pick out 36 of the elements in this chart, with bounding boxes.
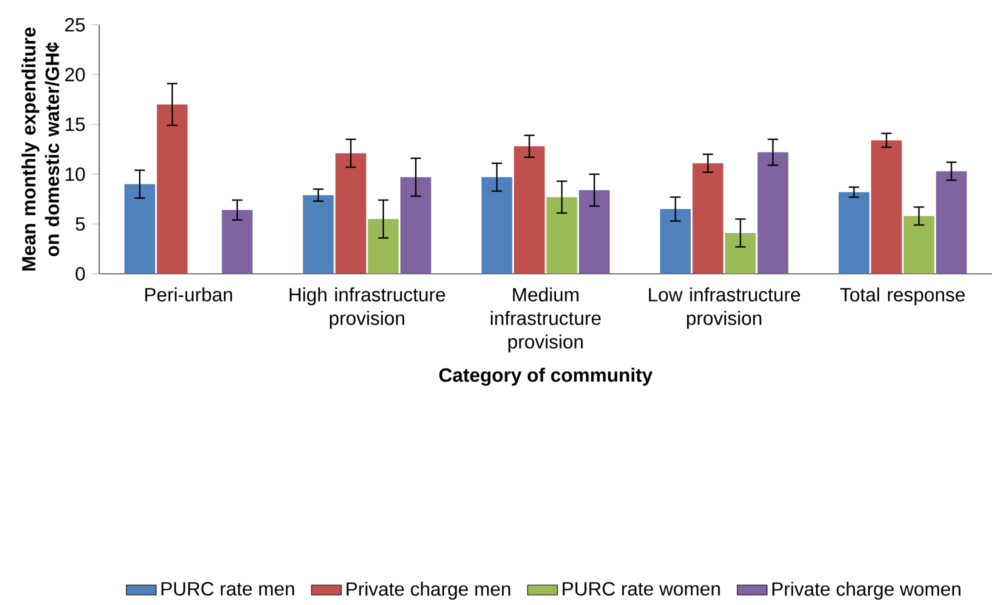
bar	[871, 140, 902, 274]
bar	[936, 171, 967, 274]
bar	[904, 216, 934, 274]
legend-label: PURC rate men	[162, 582, 294, 596]
bar	[758, 152, 788, 274]
y-tick-label: 10	[66, 167, 85, 181]
bar	[481, 177, 512, 274]
bar	[302, 195, 334, 274]
x-tick-label: Peri-urban	[145, 287, 232, 302]
x-tick-label: Total response	[840, 287, 965, 306]
bar	[692, 163, 724, 274]
bar	[514, 146, 545, 274]
bar	[222, 210, 253, 274]
bar	[124, 184, 156, 274]
bar	[400, 177, 432, 274]
bar	[578, 190, 610, 274]
bar	[838, 192, 870, 274]
x-tick-label: Medium infrastructure provision	[490, 287, 601, 352]
y-axis-title: Mean monthly expenditure on domestic water/GH¢	[21, 27, 60, 270]
y-tick-label: 15	[66, 118, 85, 132]
y-tick-label: 0	[76, 266, 85, 281]
y-tick-label: 25	[65, 18, 85, 32]
bar	[725, 232, 756, 274]
legend-label: Private charge women	[772, 582, 960, 600]
bar	[660, 209, 691, 274]
y-tick-label: 20	[65, 68, 85, 82]
x-axis-title: Category of community	[439, 368, 653, 386]
x-tick-label: Low infrastructure provision	[649, 287, 800, 329]
legend-label: Private charge men	[346, 582, 510, 600]
bar	[335, 153, 366, 274]
legend-label: PURC rate women	[562, 582, 720, 596]
bar	[156, 104, 188, 274]
y-tick-label: 5	[76, 217, 85, 231]
x-tick-label: High infrastructure provision	[290, 287, 446, 329]
bar	[368, 218, 399, 274]
bar	[546, 197, 578, 274]
